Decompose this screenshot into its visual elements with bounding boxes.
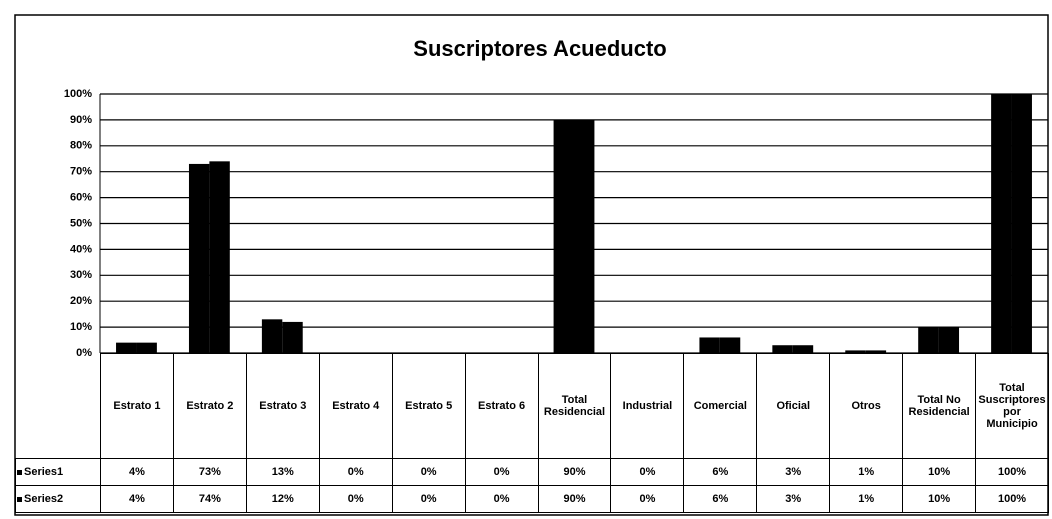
category-label: Total Suscriptores por Municipio xyxy=(975,353,1049,459)
chart-frame xyxy=(14,14,1049,516)
y-tick-label: 30% xyxy=(70,269,92,281)
value-label: 10% xyxy=(902,485,977,513)
value-label: 0% xyxy=(391,458,466,486)
y-tick-label: 100% xyxy=(64,88,92,100)
value-label: 12% xyxy=(245,485,320,513)
value-label: 3% xyxy=(756,485,831,513)
value-label: 1% xyxy=(829,458,904,486)
value-label: 100% xyxy=(975,485,1049,513)
value-label: 0% xyxy=(464,485,539,513)
y-tick-label: 80% xyxy=(70,140,92,152)
value-label: 74% xyxy=(172,485,247,513)
category-label: Estrato 2 xyxy=(172,353,247,459)
bar xyxy=(772,345,793,353)
category-label: Comercial xyxy=(683,353,758,459)
bar xyxy=(209,161,230,353)
table-corner xyxy=(15,353,101,459)
bar xyxy=(719,337,741,353)
category-label: Estrato 1 xyxy=(100,353,174,459)
value-label: 0% xyxy=(391,485,466,513)
y-tick-label: 90% xyxy=(70,114,92,126)
value-label: 3% xyxy=(756,458,831,486)
value-label: 1% xyxy=(829,485,904,513)
value-label: 4% xyxy=(100,485,174,513)
value-label: 90% xyxy=(537,458,612,486)
bar xyxy=(136,342,157,353)
bar xyxy=(991,94,1012,353)
bar xyxy=(938,327,960,353)
category-label: Total Residencial xyxy=(537,353,612,459)
bar xyxy=(574,119,595,354)
value-label: 10% xyxy=(902,458,977,486)
bar xyxy=(865,350,887,353)
bar xyxy=(1011,94,1032,353)
y-tick-label: 60% xyxy=(70,192,92,204)
legend-key xyxy=(17,469,22,475)
bar xyxy=(792,345,814,353)
bar xyxy=(918,327,939,353)
bar xyxy=(188,163,210,353)
value-label: 73% xyxy=(172,458,247,486)
legend-label: Series1 xyxy=(24,466,64,478)
bar xyxy=(553,119,574,354)
category-label: Estrato 4 xyxy=(318,353,393,459)
value-label: 100% xyxy=(975,458,1049,486)
category-label: Otros xyxy=(829,353,904,459)
category-label: Industrial xyxy=(610,353,685,459)
value-label: 0% xyxy=(464,458,539,486)
chart-title: Suscriptores Acueducto xyxy=(413,36,666,61)
value-label: 90% xyxy=(537,485,612,513)
value-label: 6% xyxy=(683,485,758,513)
bar xyxy=(282,321,303,353)
value-label: 0% xyxy=(610,485,685,513)
legend-entry: Series2 xyxy=(15,485,101,513)
value-label: 6% xyxy=(683,458,758,486)
y-tick-label: 50% xyxy=(70,217,92,229)
y-tick-label: 40% xyxy=(70,243,92,255)
value-label: 0% xyxy=(318,485,393,513)
bar xyxy=(699,337,720,353)
value-label: 0% xyxy=(318,458,393,486)
data-table: Estrato 1 Estrato 2 Estrato 3 Estrato 4 Estr… xyxy=(15,353,1049,513)
bar xyxy=(261,319,283,353)
y-tick-label: 10% xyxy=(70,321,92,333)
bar xyxy=(845,350,866,353)
category-label: Estrato 6 xyxy=(464,353,539,459)
category-label: Oficial xyxy=(756,353,831,459)
category-label: Total No Residencial xyxy=(902,353,977,459)
legend-key xyxy=(17,496,22,502)
value-label: 4% xyxy=(100,458,174,486)
legend-entry: Series1 xyxy=(15,458,101,486)
legend-label: Series2 xyxy=(24,493,64,505)
category-label: Estrato 5 xyxy=(391,353,466,459)
bar xyxy=(116,342,137,353)
value-label: 13% xyxy=(245,458,320,486)
y-tick-label: 70% xyxy=(70,166,92,178)
category-label: Estrato 3 xyxy=(245,353,320,459)
value-label: 0% xyxy=(610,458,685,486)
y-tick-label: 20% xyxy=(70,295,92,307)
